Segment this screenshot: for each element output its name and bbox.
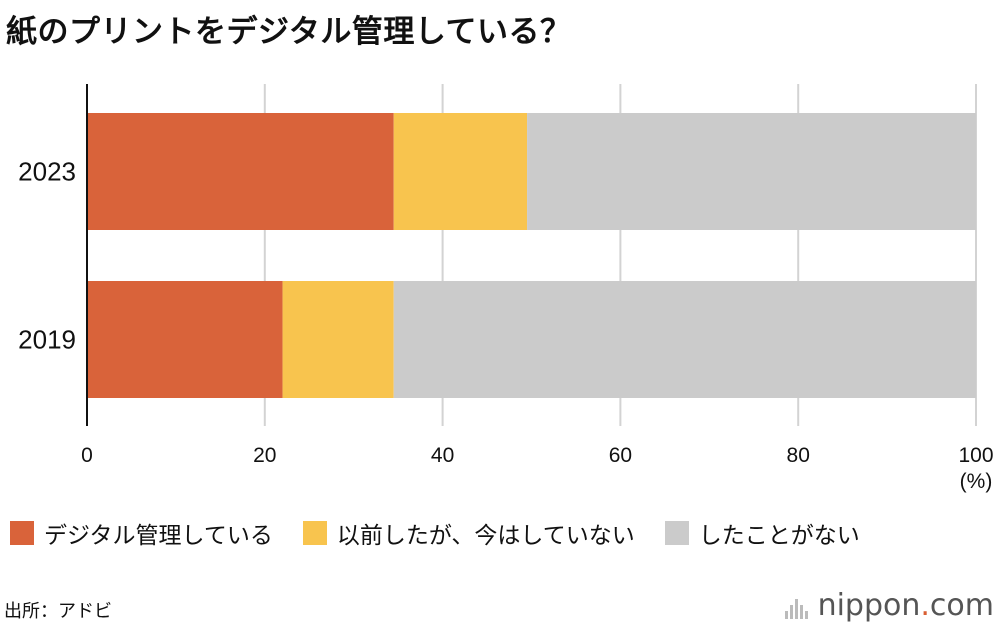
- brand-dot: .: [920, 588, 930, 623]
- category-label-2023: 2023: [18, 157, 76, 187]
- chart-title: 紙のプリントをデジタル管理している？: [6, 14, 572, 50]
- legend-label-never: したことがない: [698, 523, 860, 549]
- legend-swatch-formerly: [302, 521, 327, 545]
- x-tick-label-20: 20: [253, 444, 276, 467]
- category-labels: 2023 2019: [18, 157, 76, 355]
- x-tick-labels: 0 20 40 60 80 100: [81, 444, 993, 467]
- bar-2019-series-2: [393, 281, 977, 398]
- x-tick-label-60: 60: [609, 444, 632, 467]
- bar-2023-series-2: [527, 113, 976, 230]
- x-unit-label: (%): [960, 470, 993, 493]
- x-tick-label-0: 0: [81, 444, 93, 467]
- legend-label-formerly: 以前したが、今はしていない: [336, 523, 635, 549]
- bar-2023-series-0: [87, 113, 394, 230]
- source-note: 出所：アドビ: [4, 601, 112, 622]
- bar-2023-series-1: [393, 113, 528, 230]
- legend-item-formerly: 以前したが、今はしていない: [302, 516, 635, 550]
- bars: [87, 113, 977, 398]
- legend-item-never: したことがない: [664, 516, 860, 550]
- stacked-bar-chart: 2023 2019 0 20 40 60 80 100 (%): [18, 84, 994, 493]
- x-tick-label-100: 100: [958, 444, 993, 467]
- brand-logo: nippon. com: [784, 588, 994, 623]
- legend-label-digital: デジタル管理している: [44, 523, 273, 549]
- legend: デジタル管理している 以前したが、今はしていない したことがない: [10, 516, 860, 550]
- x-tick-label-40: 40: [431, 444, 454, 467]
- bar-2019-series-1: [282, 281, 394, 398]
- legend-swatch-never: [664, 521, 689, 545]
- legend-item-digital: デジタル管理している: [10, 516, 273, 550]
- x-tick-label-80: 80: [787, 444, 810, 467]
- brand-tld: com: [929, 588, 994, 623]
- brand-name: nippon: [817, 588, 921, 623]
- bar-2019-series-0: [87, 281, 283, 398]
- legend-swatch-digital: [10, 521, 34, 545]
- category-label-2019: 2019: [18, 325, 76, 355]
- brand-bars-icon: [784, 593, 810, 619]
